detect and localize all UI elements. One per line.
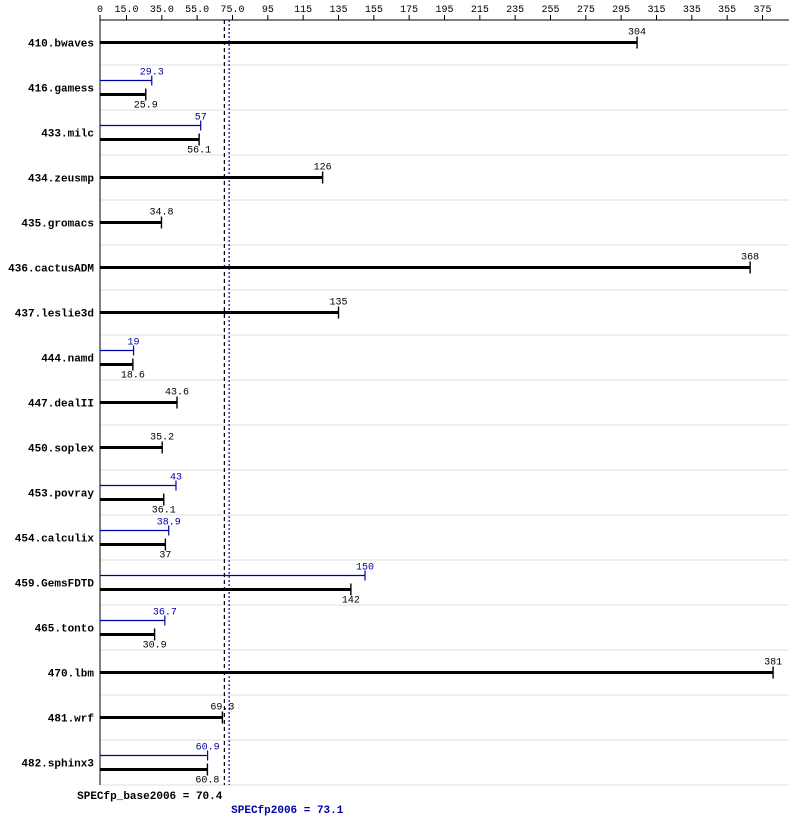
peak-value: 60.9 [196, 743, 220, 754]
axis-tick-label: 175 [400, 5, 418, 16]
peak-value: 29.3 [140, 68, 164, 79]
base-value: 69.3 [210, 703, 234, 714]
peak-value: 43 [170, 473, 182, 484]
base-value: 34.8 [149, 208, 173, 219]
axis-tick-label: 375 [753, 5, 771, 16]
axis-tick-label: 255 [541, 5, 559, 16]
axis-tick-label: 135 [329, 5, 347, 16]
base-value: 126 [314, 163, 332, 174]
benchmark-label: 453.povray [28, 489, 94, 501]
base-value: 381 [764, 658, 782, 669]
base-value: 304 [628, 28, 646, 39]
axis-tick-label: 155 [365, 5, 383, 16]
benchmark-label: 437.leslie3d [15, 309, 94, 321]
axis-tick-label: 195 [435, 5, 453, 16]
benchmark-label: 459.GemsFDTD [15, 579, 95, 591]
base-value: 18.6 [121, 371, 145, 382]
benchmark-label: 416.gamess [28, 84, 94, 96]
peak-value: 150 [356, 563, 374, 574]
axis-tick-label: 35.0 [150, 5, 174, 16]
base-value: 43.6 [165, 388, 189, 399]
base-value: 25.9 [134, 101, 158, 112]
benchmark-label: 482.sphinx3 [21, 759, 94, 771]
benchmark-label: 481.wrf [48, 714, 95, 726]
axis-tick-label: 55.0 [185, 5, 209, 16]
axis-tick-label: 335 [683, 5, 701, 16]
peak-value: 57 [195, 113, 207, 124]
footer-base-label: SPECfp_base2006 = 70.4 [77, 791, 223, 803]
base-value: 30.9 [143, 641, 167, 652]
axis-tick-label: 15.0 [114, 5, 138, 16]
axis-tick-label: 75.0 [220, 5, 244, 16]
axis-tick-label: 0 [97, 5, 103, 16]
benchmark-label: 435.gromacs [21, 219, 94, 231]
benchmark-label: 470.lbm [48, 669, 95, 681]
axis-tick-label: 115 [294, 5, 312, 16]
base-value: 35.2 [150, 433, 174, 444]
benchmark-label: 450.soplex [28, 444, 94, 456]
chart-svg: 0 15.0 35.0 55.0 75.0 95 115 135 155 175 195 215 235… [0, 0, 799, 831]
benchmark-label: 444.namd [41, 354, 94, 366]
peak-value: 19 [128, 338, 140, 349]
peak-value: 36.7 [153, 608, 177, 619]
base-value: 60.8 [195, 776, 219, 787]
benchmark-label: 447.dealII [28, 399, 94, 411]
axis-tick-label: 275 [577, 5, 595, 16]
peak-value: 38.9 [157, 518, 181, 529]
axis-tick-label: 235 [506, 5, 524, 16]
base-value: 142 [342, 596, 360, 607]
benchmark-label: 434.zeusmp [28, 174, 94, 186]
benchmark-label: 436.cactusADM [8, 264, 94, 276]
footer-peak-label: SPECfp2006 = 73.1 [231, 805, 344, 817]
base-value: 37 [159, 551, 171, 562]
benchmark-label: 433.milc [41, 129, 94, 141]
axis-tick-label: 355 [718, 5, 736, 16]
axis-tick-label: 315 [647, 5, 665, 16]
base-value: 135 [329, 298, 347, 309]
axis-tick-label: 215 [471, 5, 489, 16]
axis-tick-label: 295 [612, 5, 630, 16]
benchmark-label: 454.calculix [15, 534, 95, 546]
base-value: 36.1 [152, 506, 176, 517]
base-value: 368 [741, 253, 759, 264]
spec-chart: 0 15.0 35.0 55.0 75.0 95 115 135 155 175 195 215 235… [0, 0, 799, 831]
benchmark-label: 410.bwaves [28, 39, 94, 51]
base-value: 56.1 [187, 146, 211, 157]
axis-tick-label: 95 [262, 5, 274, 16]
benchmark-label: 465.tonto [35, 624, 95, 636]
